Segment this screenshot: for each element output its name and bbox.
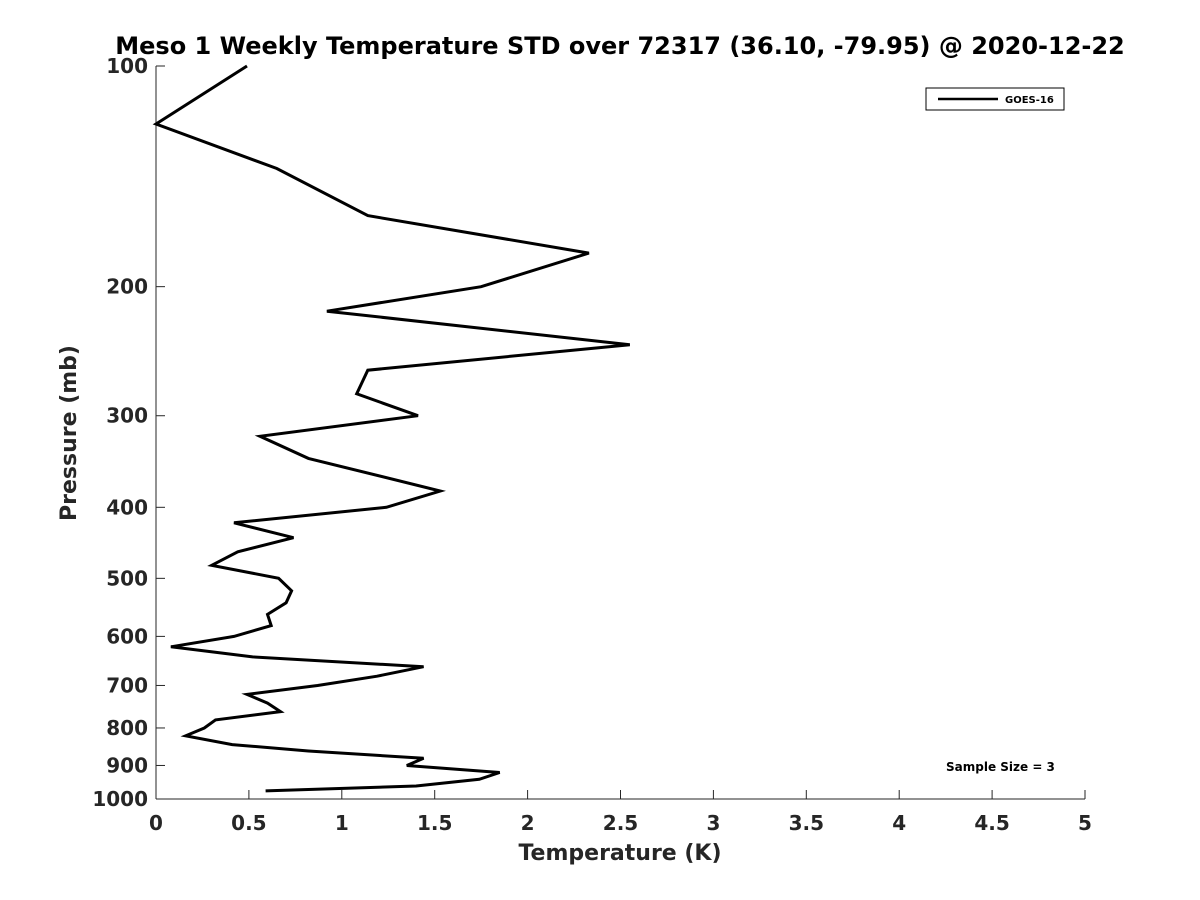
x-tick-label: 2 (521, 811, 535, 835)
y-tick-label: 200 (106, 275, 148, 299)
y-axis-label: Pressure (mb) (57, 345, 82, 521)
x-tick-label: 4 (892, 811, 906, 835)
y-tick-label: 900 (106, 753, 148, 777)
y-tick-label: 300 (106, 404, 148, 428)
sample-size-annotation: Sample Size = 3 (946, 760, 1055, 774)
x-ticks: 0 0.5 1 1.5 2 2.5 3 3.5 4 4.5 5 (149, 790, 1092, 835)
x-tick-label: 3 (706, 811, 720, 835)
y-tick-label: 500 (106, 566, 148, 590)
x-tick-label: 5 (1078, 811, 1092, 835)
y-tick-label: 400 (106, 495, 148, 519)
x-tick-label: 4.5 (974, 811, 1009, 835)
series-line-goes-16 (152, 64, 630, 793)
x-tick-label: 1 (335, 811, 349, 835)
y-tick-label: 700 (106, 673, 148, 697)
y-ticks: 100 200 300 400 500 600 700 800 900 1000 (92, 54, 165, 811)
series-layer (152, 64, 630, 793)
x-tick-label: 0 (149, 811, 163, 835)
x-axis-label: Temperature (K) (518, 841, 721, 866)
legend: GOES-16 (925, 87, 1065, 111)
x-tick-label: 2.5 (603, 811, 638, 835)
y-tick-label: 800 (106, 716, 148, 740)
y-tick-label: 1000 (92, 787, 148, 811)
x-tick-label: 1.5 (417, 811, 452, 835)
y-tick-label: 100 (106, 54, 148, 78)
legend-entry-label: GOES-16 (1005, 95, 1054, 106)
y-tick-label: 600 (106, 624, 148, 648)
chart-title: Meso 1 Weekly Temperature STD over 72317… (115, 32, 1125, 60)
x-tick-label: 0.5 (231, 811, 266, 835)
x-tick-label: 3.5 (789, 811, 824, 835)
